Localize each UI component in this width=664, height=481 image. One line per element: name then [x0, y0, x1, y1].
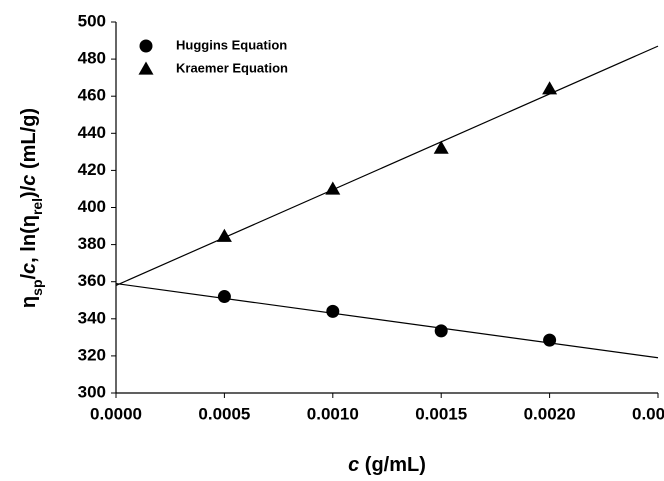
label-part: (g/mL) — [359, 454, 426, 476]
label-part: / — [18, 274, 40, 280]
x-tick-label: 0.0000 — [90, 404, 142, 423]
label-part: (mL/g) — [18, 108, 40, 175]
data-point — [542, 81, 558, 95]
label-part: c — [348, 454, 359, 476]
y-tick-label: 400 — [78, 197, 106, 216]
fit-line — [115, 282, 659, 359]
data-point — [433, 140, 449, 154]
label-part: )/ — [18, 185, 40, 198]
label-part: η — [18, 215, 40, 227]
y-axis-label: ηsp/c, ln(ηrel)/c (mL/g) — [18, 108, 44, 308]
y-tick-label: 420 — [78, 160, 106, 179]
y-tick-label: 480 — [78, 49, 106, 68]
label-part: η — [18, 296, 40, 308]
data-point — [325, 181, 341, 195]
fit-line — [115, 45, 659, 286]
legend-label: Huggins Equation — [176, 37, 287, 52]
x-tick-label: 0.0020 — [524, 404, 576, 423]
y-tick-label: 500 — [78, 11, 106, 30]
x-axis-label: c (g/mL) — [348, 454, 426, 476]
y-tick-label: 300 — [78, 382, 106, 401]
label-part: rel — [29, 198, 45, 215]
y-tick-label: 360 — [78, 271, 106, 290]
x-tick-label: 0.0005 — [198, 404, 250, 423]
y-tick-label: 380 — [78, 234, 106, 253]
y-tick-label: 460 — [78, 86, 106, 105]
x-tick-label: 0.0025 — [632, 404, 664, 423]
label-part: c — [18, 263, 40, 274]
data-point — [543, 333, 557, 347]
label-part: , ln( — [18, 227, 40, 263]
legend-marker — [139, 39, 153, 53]
legend-label: Kraemer Equation — [176, 60, 288, 75]
data-point — [434, 324, 448, 338]
legend-marker — [138, 61, 154, 75]
data-point — [217, 290, 231, 304]
label-part: sp — [29, 280, 45, 296]
label-part: c — [18, 175, 40, 186]
data-point — [326, 304, 340, 318]
x-tick-label: 0.0015 — [415, 404, 467, 423]
x-tick-label: 0.0010 — [307, 404, 359, 423]
data-point — [216, 228, 232, 242]
y-tick-label: 440 — [78, 123, 106, 142]
y-tick-label: 340 — [78, 308, 106, 327]
y-tick-label: 320 — [78, 345, 106, 364]
